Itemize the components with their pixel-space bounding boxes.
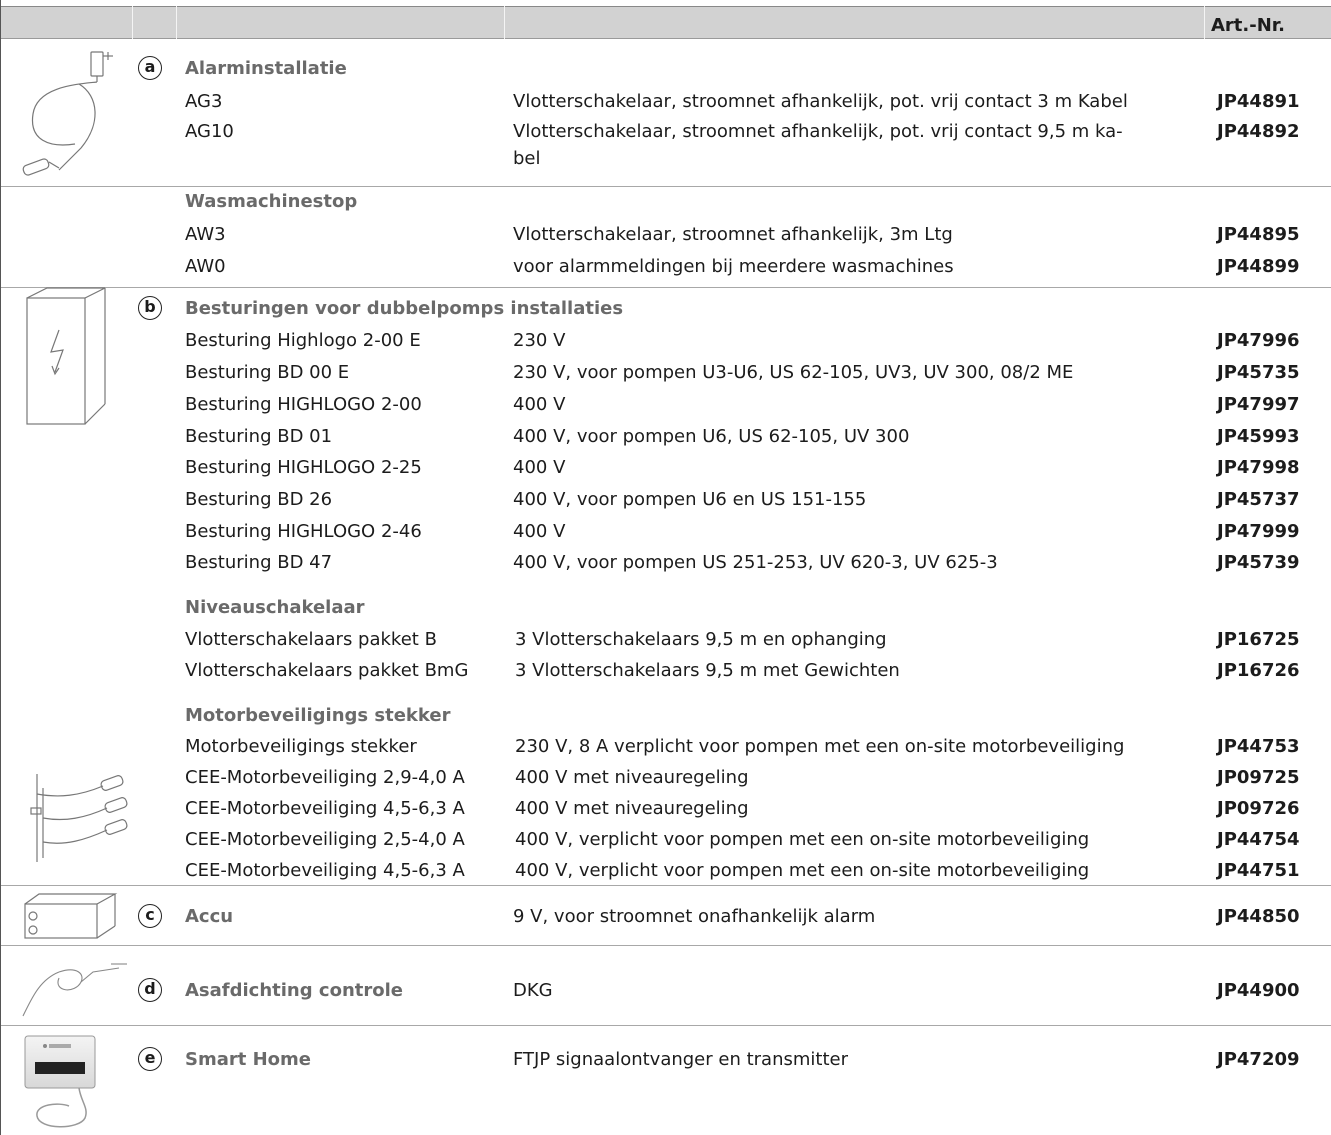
article-number: JP45735	[1217, 362, 1300, 383]
product-description: 400 V met niveauregeling	[515, 798, 749, 819]
article-number: JP44892	[1217, 121, 1300, 142]
product-name: CEE-Motorbeveiliging 4,5-6,3 A	[185, 860, 465, 881]
product-name: Motorbeveiligings stekker	[185, 736, 417, 757]
article-number: JP47999	[1217, 521, 1300, 542]
section-e-title: Smart Home	[185, 1049, 312, 1070]
product-description: 3 Vlotterschakelaars 9,5 m met Gewichten	[515, 660, 900, 681]
section-c-marker: c	[138, 904, 162, 928]
float-switch-icon	[30, 774, 128, 862]
product-description: 400 V, verplicht voor pompen met een on-…	[515, 860, 1090, 881]
article-number: JP44754	[1217, 829, 1300, 850]
product-name: Besturing HIGHLOGO 2-46	[185, 521, 422, 542]
product-description: FTJP signaalontvanger en transmitter	[513, 1049, 848, 1070]
product-description: Vlotterschakelaar, stroomnet afhankelijk…	[513, 121, 1123, 142]
article-number: JP47997	[1217, 394, 1300, 415]
product-description-continued: bel	[513, 148, 541, 169]
product-description: 400 V, verplicht voor pompen met een on-…	[515, 829, 1090, 850]
product-description: 230 V, voor pompen U3-U6, US 62-105, UV3…	[513, 362, 1074, 383]
article-number: JP44751	[1217, 860, 1300, 881]
smart-home-receiver-icon	[24, 1035, 96, 1128]
product-description: 400 V	[513, 521, 566, 542]
section-d-title: Asafdichting controle	[185, 980, 403, 1001]
section-b-marker: b	[138, 296, 162, 320]
product-name: Besturing HIGHLOGO 2-00	[185, 394, 422, 415]
product-description: 3 Vlotterschakelaars 9,5 m en ophanging	[515, 629, 887, 650]
product-name: Besturing HIGHLOGO 2-25	[185, 457, 422, 478]
product-name: Vlotterschakelaars pakket BmG	[185, 660, 469, 681]
product-description: 400 V	[513, 394, 566, 415]
subsection-title: Niveauschakelaar	[185, 597, 365, 618]
section-d-marker: d	[138, 978, 162, 1002]
article-number: JP09725	[1217, 767, 1300, 788]
product-description: 400 V, voor pompen US 251-253, UV 620-3,…	[513, 552, 998, 573]
section-b-title: Besturingen voor dubbelpomps installatie…	[185, 298, 624, 319]
product-description: Vlotterschakelaar, stroomnet afhankelijk…	[513, 91, 1128, 112]
product-name: AG10	[185, 121, 234, 142]
article-number: JP16726	[1217, 660, 1300, 681]
product-description: 400 V met niveauregeling	[515, 767, 749, 788]
section-a-title: Alarminstallatie	[185, 58, 347, 79]
seal-monitor-icon	[22, 963, 127, 1017]
product-name: AW3	[185, 224, 226, 245]
product-name: AW0	[185, 256, 226, 277]
article-number: JP44899	[1217, 256, 1300, 277]
product-name: Vlotterschakelaars pakket B	[185, 629, 437, 650]
battery-icon	[24, 893, 118, 939]
article-number: JP44850	[1217, 906, 1300, 927]
article-number: JP44753	[1217, 736, 1300, 757]
product-description: voor alarmmeldingen bij meerdere wasmach…	[513, 256, 954, 277]
product-name: AG3	[185, 91, 223, 112]
product-name: Besturing BD 01	[185, 426, 333, 447]
product-name: Besturing BD 00 E	[185, 362, 350, 383]
product-description: DKG	[513, 980, 553, 1001]
article-number: JP45993	[1217, 426, 1300, 447]
art-nr-header: Art.-Nr.	[1211, 15, 1285, 36]
alarm-cable-icon	[22, 51, 113, 176]
article-number: JP44895	[1217, 224, 1300, 245]
article-number: JP44900	[1217, 980, 1300, 1001]
product-description: 230 V	[513, 330, 566, 351]
product-name: CEE-Motorbeveiliging 4,5-6,3 A	[185, 798, 465, 819]
product-description: 400 V, voor pompen U6 en US 151-155	[513, 489, 867, 510]
subsection-title: Wasmachinestop	[185, 191, 358, 212]
product-name: Besturing BD 47	[185, 552, 333, 573]
product-description: Vlotterschakelaar, stroomnet afhankelijk…	[513, 224, 953, 245]
article-number: JP45739	[1217, 552, 1300, 573]
section-e-marker: e	[138, 1047, 162, 1071]
product-name: Besturing Highlogo 2-00 E	[185, 330, 421, 351]
subsection-title: Motorbeveiligings stekker	[185, 705, 451, 726]
article-number: JP44891	[1217, 91, 1300, 112]
section-a-marker: a	[138, 56, 162, 80]
product-name: CEE-Motorbeveiliging 2,5-4,0 A	[185, 829, 465, 850]
article-number: JP09726	[1217, 798, 1300, 819]
article-number: JP47996	[1217, 330, 1300, 351]
article-number: JP45737	[1217, 489, 1300, 510]
product-description: 400 V, voor pompen U6, US 62-105, UV 300	[513, 426, 910, 447]
control-box-icon	[26, 287, 106, 425]
product-description: 9 V, voor stroomnet onafhankelijk alarm	[513, 906, 876, 927]
section-c-title: Accu	[185, 906, 234, 927]
product-name: Besturing BD 26	[185, 489, 333, 510]
product-description: 400 V	[513, 457, 566, 478]
article-number: JP16725	[1217, 629, 1300, 650]
product-description: 230 V, 8 A verplicht voor pompen met een…	[515, 736, 1125, 757]
product-name: CEE-Motorbeveiliging 2,9-4,0 A	[185, 767, 465, 788]
article-number: JP47998	[1217, 457, 1300, 478]
table-header: Art.-Nr.	[1, 6, 1331, 39]
article-number: JP47209	[1217, 1049, 1300, 1070]
